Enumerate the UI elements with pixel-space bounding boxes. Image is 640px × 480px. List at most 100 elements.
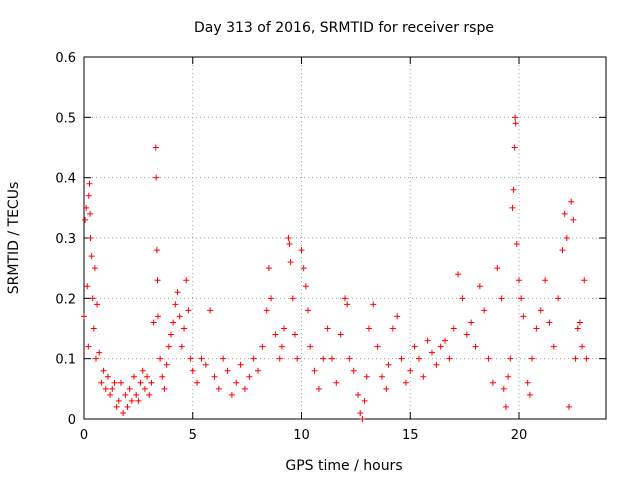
data-point — [337, 331, 344, 338]
data-point — [246, 373, 253, 380]
data-point — [115, 397, 122, 404]
data-point — [161, 385, 168, 392]
data-point — [476, 283, 483, 290]
data-point — [561, 210, 568, 217]
data-point — [344, 301, 351, 308]
x-tick-label: 0 — [80, 428, 88, 443]
data-point — [437, 343, 444, 350]
data-point — [154, 313, 161, 320]
data-point — [272, 331, 279, 338]
data-point — [398, 355, 405, 362]
data-point — [107, 391, 114, 398]
data-point — [394, 313, 401, 320]
data-point — [305, 307, 312, 314]
y-axis-label: SRMTID / TECUs — [6, 182, 22, 295]
data-point — [85, 192, 92, 199]
data-point — [505, 373, 512, 380]
data-point — [581, 277, 588, 284]
data-point — [198, 355, 205, 362]
data-point — [185, 307, 192, 314]
data-point — [133, 391, 140, 398]
data-point — [311, 367, 318, 374]
data-point — [228, 391, 235, 398]
data-point — [385, 361, 392, 368]
data-point — [91, 265, 98, 272]
data-point — [342, 295, 348, 302]
chart-title: Day 313 of 2016, SRMTID for receiver rsp… — [194, 20, 494, 36]
data-point — [255, 367, 261, 374]
data-point — [294, 355, 301, 362]
data-point — [363, 373, 370, 380]
data-point — [510, 186, 517, 193]
data-point — [563, 235, 570, 241]
data-point — [168, 331, 174, 338]
data-point — [524, 379, 531, 386]
data-point — [407, 367, 414, 374]
data-point — [152, 144, 159, 151]
data-point — [502, 403, 509, 410]
data-point — [86, 180, 93, 187]
data-point — [224, 367, 231, 374]
data-point — [383, 385, 390, 392]
data-point — [315, 385, 322, 392]
data-point — [124, 403, 131, 410]
x-tick-label: 5 — [189, 428, 197, 443]
data-point — [424, 337, 431, 344]
data-point — [278, 343, 285, 350]
data-point — [526, 391, 533, 398]
data-point — [415, 355, 422, 362]
data-point — [300, 265, 307, 272]
data-point — [459, 295, 466, 302]
data-point — [92, 355, 99, 362]
data-point — [374, 343, 381, 350]
data-point — [98, 379, 105, 386]
y-tick-label: 0.4 — [55, 172, 76, 187]
data-point — [389, 325, 396, 332]
data-point — [207, 307, 214, 314]
data-point — [361, 397, 368, 404]
data-point — [579, 343, 586, 350]
data-point — [126, 385, 133, 392]
data-point — [455, 271, 462, 278]
data-point — [172, 301, 179, 308]
y-tick-label: 0.3 — [55, 232, 76, 247]
data-point — [498, 295, 505, 302]
data-point — [350, 367, 357, 374]
data-point — [555, 295, 562, 302]
data-point — [181, 325, 188, 332]
data-point — [94, 301, 101, 308]
data-point — [485, 355, 492, 362]
data-point — [357, 409, 364, 416]
x-axis-label: GPS time / hours — [285, 458, 402, 474]
data-point — [365, 325, 372, 332]
data-point — [268, 295, 275, 302]
data-point — [165, 343, 172, 350]
data-point — [542, 277, 549, 284]
data-point — [450, 325, 457, 332]
data-point — [516, 277, 522, 284]
data-point — [237, 361, 244, 368]
data-point — [359, 416, 366, 422]
data-point — [568, 198, 575, 205]
data-point — [211, 373, 218, 380]
data-point — [87, 235, 94, 241]
data-point — [122, 391, 129, 398]
data-point — [215, 385, 222, 392]
data-point — [286, 241, 293, 248]
data-point — [546, 319, 553, 326]
data-point — [463, 331, 470, 338]
data-point — [90, 325, 97, 332]
y-tick-label: 0.5 — [55, 111, 76, 126]
data-point — [472, 343, 479, 350]
data-point — [570, 216, 577, 223]
data-point — [259, 343, 266, 350]
data-point — [518, 295, 525, 302]
data-point — [148, 379, 155, 386]
data-point — [163, 361, 170, 368]
data-point — [287, 259, 294, 266]
data-point — [355, 391, 362, 398]
grid-lines — [84, 57, 606, 419]
y-tick-label: 0.2 — [55, 292, 76, 307]
data-point — [509, 204, 516, 211]
data-point — [89, 295, 96, 302]
